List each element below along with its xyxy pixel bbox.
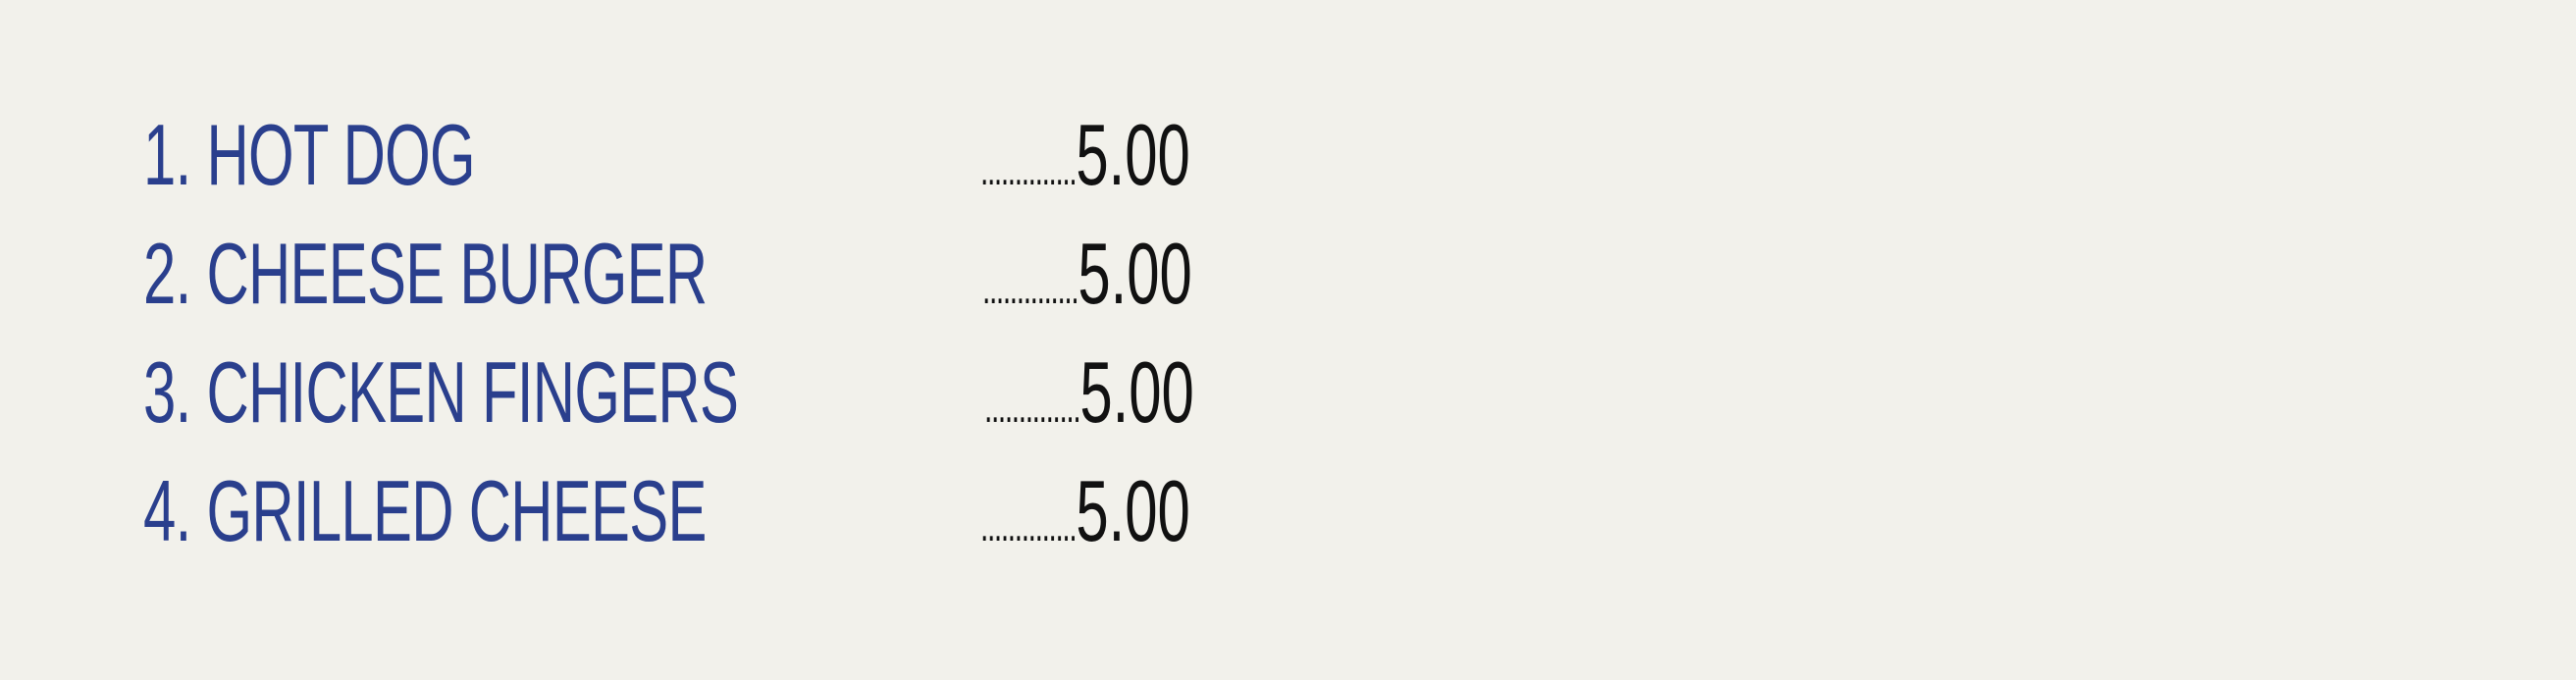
menu-item-grilled-cheese: 4. GRILLED CHEESE ..............5.00 xyxy=(143,462,1272,581)
menu-item-price-group: ..............5.00 xyxy=(982,225,1192,348)
dot-leader: .............. xyxy=(980,502,1078,550)
dot-leader: .............. xyxy=(980,146,1078,194)
menu-item-price: 5.00 xyxy=(1076,462,1190,559)
menu-item-label: 1. HOT DOG xyxy=(143,106,476,203)
menu-item-price-group: ..............5.00 xyxy=(980,106,1190,230)
menu-item-hot-dog: 1. HOT DOG ..............5.00 xyxy=(143,106,1272,225)
menu-item-label: 3. CHICKEN FINGERS xyxy=(143,343,739,441)
menu-item-price: 5.00 xyxy=(1079,343,1194,441)
menu-item-price: 5.00 xyxy=(1076,106,1190,203)
menu-item-chicken-fingers: 3. CHICKEN FINGERS ..............5.00 xyxy=(143,343,1272,462)
menu-item-label: 4. GRILLED CHEESE xyxy=(143,462,707,559)
dot-leader: .............. xyxy=(984,384,1081,432)
menu-list: 1. HOT DOG ..............5.00 2. CHEESE … xyxy=(143,106,1272,581)
dot-leader: .............. xyxy=(982,265,1079,313)
menu-item-price-group: ..............5.00 xyxy=(984,343,1194,467)
menu-item-cheese-burger: 2. CHEESE BURGER ..............5.00 xyxy=(143,225,1272,343)
menu-item-label: 2. CHEESE BURGER xyxy=(143,225,708,322)
menu-item-price: 5.00 xyxy=(1078,225,1192,322)
menu-item-price-group: ..............5.00 xyxy=(980,462,1190,586)
